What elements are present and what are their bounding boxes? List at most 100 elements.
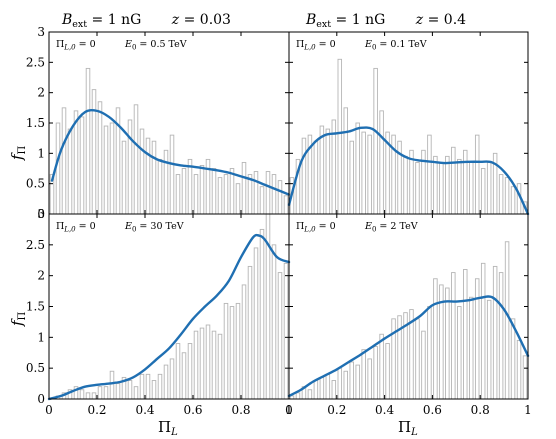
y-tick-label: 1 xyxy=(37,330,45,344)
histogram-bar xyxy=(175,174,181,215)
y-tick-label: 2 xyxy=(37,86,45,100)
svg-text:fΠ: fΠ xyxy=(8,145,28,161)
histogram-bar xyxy=(109,122,115,215)
y-tick-label: 1.5 xyxy=(26,300,45,314)
histogram-bar xyxy=(175,343,181,400)
histogram-bar xyxy=(367,358,372,400)
histogram-bar xyxy=(55,122,61,215)
histogram-bar xyxy=(181,168,187,215)
histogram-bar xyxy=(67,128,73,215)
histogram-bar xyxy=(127,380,133,400)
y-tick-label: 2.5 xyxy=(26,238,45,252)
x-axis-label-left: ΠL xyxy=(158,418,178,438)
histogram-bar xyxy=(480,168,486,215)
histogram-bar xyxy=(85,67,91,215)
histogram-bar xyxy=(139,373,145,400)
x-axis-label-right: ΠL xyxy=(398,418,418,438)
annotation-energy: E0 = 0.5 TeV xyxy=(124,39,187,52)
histogram-bar xyxy=(379,333,384,400)
y-tick-label: 0.5 xyxy=(26,177,45,191)
histogram-bar xyxy=(157,373,163,400)
histogram-bar xyxy=(259,228,265,400)
histogram-bar xyxy=(474,134,480,215)
histogram-bar xyxy=(223,302,229,400)
histogram-bar xyxy=(319,376,325,400)
histogram-bar xyxy=(205,324,211,400)
svg-text:Bext = 1 nG z = 0.4: Bext = 1 nG z = 0.4 xyxy=(305,12,466,30)
histogram-bar xyxy=(211,168,217,215)
histogram-bar xyxy=(151,380,157,400)
annotation-polarization: ΠL,0 = 0 xyxy=(56,221,96,234)
x-tick-label: 0.6 xyxy=(183,403,202,417)
histogram-bar xyxy=(115,383,121,400)
histogram-bar xyxy=(451,272,456,400)
x-tick-label: 0 xyxy=(45,403,53,417)
histogram-bar xyxy=(253,247,259,400)
x-tick-label: 1 xyxy=(524,403,532,417)
svg-text:ΠL: ΠL xyxy=(398,418,418,438)
histogram-bar xyxy=(223,174,229,215)
histogram-bar xyxy=(265,171,271,215)
histogram-bar xyxy=(457,306,462,400)
svg-text:fΠ: fΠ xyxy=(8,311,28,327)
panel-frame xyxy=(288,213,529,400)
histogram-bar xyxy=(486,161,492,215)
density-curve xyxy=(50,109,291,196)
column-title-right: Bext = 1 nG z = 0.4 xyxy=(305,12,466,30)
histogram-bar xyxy=(253,171,259,215)
histogram-bar xyxy=(331,380,337,400)
histogram-bar xyxy=(337,58,343,215)
histogram-bar xyxy=(193,330,199,400)
histogram-bar xyxy=(211,330,217,400)
panel-top-right: ΠL,0 = 0 E0 = 0.1 TeV xyxy=(287,31,530,216)
histogram-bar xyxy=(307,389,313,400)
histogram-bar xyxy=(439,161,444,215)
histogram-bar xyxy=(103,386,109,400)
histogram-bar xyxy=(433,155,438,215)
annotation-polarization: ΠL,0 = 0 xyxy=(296,39,336,52)
histogram-bar xyxy=(97,101,103,215)
histogram-bar xyxy=(97,386,103,400)
histogram-bar xyxy=(469,296,474,400)
histogram-bar xyxy=(79,116,85,215)
histogram-bar xyxy=(415,161,420,215)
histogram-bar xyxy=(427,134,432,215)
histogram-bar xyxy=(85,392,91,400)
histogram-bar xyxy=(451,146,456,215)
x-tick-label: 0 xyxy=(285,403,293,417)
histogram-bar xyxy=(145,137,151,215)
histogram-bar xyxy=(433,278,438,400)
x-tick-label: 0.8 xyxy=(231,403,250,417)
panel-frame xyxy=(48,213,290,400)
histogram-bar xyxy=(349,140,354,215)
x-tick-label: 0.4 xyxy=(135,403,154,417)
histogram-bar xyxy=(241,284,247,400)
histogram-bar xyxy=(133,386,139,400)
histogram-bar xyxy=(109,370,115,400)
y-tick-label: 1 xyxy=(37,146,45,160)
histogram-bar xyxy=(504,177,510,215)
histogram-bar xyxy=(349,361,354,400)
histogram-bar xyxy=(199,327,205,400)
histogram-bar xyxy=(241,161,247,215)
histogram-bar xyxy=(187,343,193,400)
panels: 0 0.5 1 1.5 2 2.5 3 ΠL,0 = 0 E0 = 0.5 TeV ΠL,0 = … xyxy=(26,25,532,417)
histogram-bar xyxy=(271,174,277,215)
histogram-bar xyxy=(313,140,319,215)
histogram-bar xyxy=(229,306,235,400)
panel-frame xyxy=(48,31,290,215)
histogram-bar xyxy=(91,392,97,400)
histogram-bar xyxy=(145,373,151,400)
histogram-bar xyxy=(367,134,372,215)
histogram-bar xyxy=(151,140,157,215)
x-tick-label: 1 xyxy=(285,403,293,417)
y-tick-label: 0.5 xyxy=(26,361,45,375)
histogram-bar xyxy=(510,186,516,215)
histogram-bar xyxy=(522,355,528,400)
histogram-bar xyxy=(325,128,331,215)
y-tick-label: 2 xyxy=(37,269,45,283)
annotation-energy: E0 = 30 TeV xyxy=(124,221,184,234)
histogram-bar xyxy=(163,149,169,215)
histogram-bar xyxy=(510,318,516,400)
